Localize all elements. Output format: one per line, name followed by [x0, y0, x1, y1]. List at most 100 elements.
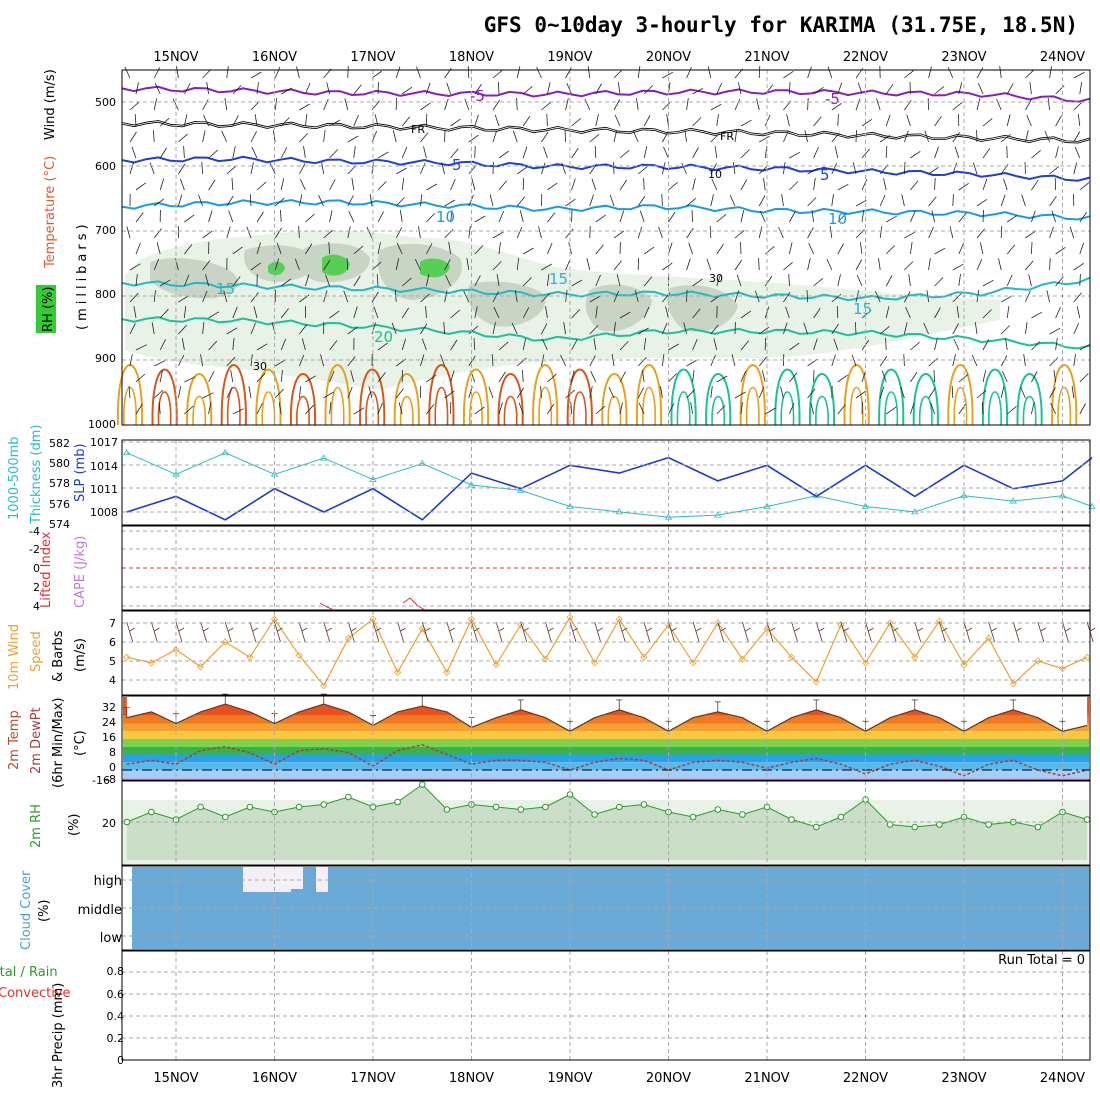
panel-frame	[121, 950, 1091, 1061]
wind-barb	[756, 98, 760, 111]
li-tick-4: 4	[33, 600, 40, 613]
wind10m-barb-flag	[843, 627, 850, 632]
wind-barb	[206, 82, 209, 95]
surface-contour-inner	[607, 395, 622, 426]
wind10m-point	[664, 621, 673, 629]
temp-contour-10	[121, 198, 1091, 221]
temperature-color-band	[123, 754, 1089, 763]
wind-barb	[714, 146, 718, 159]
wind-barb	[444, 259, 451, 271]
wind-barb	[464, 98, 470, 111]
wind-barb	[638, 327, 649, 335]
wind-barb	[323, 98, 329, 111]
wind-barb	[851, 354, 857, 367]
wind-barb	[540, 385, 542, 399]
temp-contour--5	[121, 85, 1091, 103]
wind-barb	[135, 373, 146, 383]
wind-tick-6: 6	[109, 636, 116, 649]
wind-barb	[764, 275, 773, 287]
wind-barb	[910, 402, 915, 415]
temperature-color-band	[123, 746, 1089, 755]
wind-barb	[178, 355, 185, 367]
date-label-top: 22NOV	[843, 50, 888, 65]
wind-barb	[208, 340, 218, 351]
wind-barb	[789, 211, 796, 223]
wind10m-barb	[865, 621, 872, 643]
rh2m-point	[1083, 816, 1091, 823]
wind-barb	[861, 309, 872, 319]
wind-barb	[208, 149, 218, 159]
surface-contour	[255, 368, 282, 426]
wind-barb	[686, 258, 691, 271]
thickness-point	[221, 448, 229, 456]
surface-contour	[532, 364, 559, 426]
wind-barb	[426, 82, 431, 95]
wind-barb	[474, 114, 479, 127]
wind-barb	[450, 210, 453, 223]
wind-barb	[305, 375, 316, 383]
wind-barb	[684, 130, 687, 143]
ytitle-temp-units: (°C)	[73, 730, 88, 756]
axis-titles: RH (%) Temperature (°C) Wind (m/s) (mill…	[0, 69, 90, 1088]
wind-barb	[813, 178, 816, 191]
wind-barb	[159, 279, 171, 287]
wind-barb	[951, 385, 954, 399]
temp-tick-32: 32	[102, 701, 116, 714]
wind-barb	[593, 338, 597, 351]
wind-barb	[124, 66, 131, 79]
rh2m-ticks: 20	[102, 817, 116, 830]
wind-barb	[789, 181, 799, 191]
wind-barb	[231, 177, 234, 191]
wind-barb	[584, 98, 591, 111]
wind10m-point	[911, 653, 919, 661]
wind-barb	[595, 83, 602, 95]
wind10m-barb	[988, 621, 996, 643]
wind-barb	[377, 181, 387, 191]
wind-barb	[710, 324, 719, 335]
wind-barb	[1025, 130, 1029, 143]
wind-barb	[348, 210, 355, 223]
temperature-color-band	[123, 770, 1089, 778]
ytitle-wind: Wind (m/s)	[43, 69, 58, 140]
wind-barb	[450, 370, 455, 383]
wind-barb	[1076, 306, 1081, 319]
wind-barb	[910, 180, 919, 191]
wind-barb	[879, 355, 888, 367]
contour-label-20: 20	[374, 328, 393, 346]
wind-barb	[377, 211, 384, 223]
wind10m-barb-flag	[498, 627, 505, 632]
wind-barb	[547, 403, 555, 415]
wind-barb	[1079, 403, 1086, 415]
wind-barb	[512, 130, 518, 143]
wind-barb	[740, 210, 745, 223]
ytitle-rh2m-units: (%)	[67, 814, 82, 837]
wind-barb	[280, 209, 282, 223]
slp-tick-1011: 1011	[90, 483, 118, 496]
wind-barb	[391, 322, 397, 335]
wind10m-barb-flag	[449, 627, 456, 632]
wind10m-barb	[766, 621, 774, 643]
rh2m-point	[419, 781, 426, 788]
wind10m-barb-flag	[597, 627, 603, 632]
wind-barb	[129, 101, 140, 111]
wind-barb	[1003, 178, 1008, 191]
wind-barb	[280, 338, 287, 351]
dewpt-line	[126, 744, 1088, 777]
wind-barb	[377, 151, 389, 159]
wind-barb	[1049, 166, 1060, 175]
wind-barb	[619, 210, 625, 223]
wind10m-point	[935, 617, 943, 625]
wind-barb	[444, 390, 455, 399]
wind-barb	[885, 245, 895, 255]
wind-barb	[198, 194, 203, 207]
wind-barb	[377, 342, 388, 351]
wind-barb	[709, 225, 712, 239]
wind-barb	[900, 386, 905, 399]
wind-barb	[996, 98, 1002, 111]
wind-barb	[250, 101, 260, 111]
wind-barb	[906, 114, 911, 127]
wind-barb	[740, 402, 743, 415]
grid-lines	[122, 70, 1090, 1060]
wind-barb	[834, 146, 839, 159]
wind-barb	[129, 263, 141, 271]
